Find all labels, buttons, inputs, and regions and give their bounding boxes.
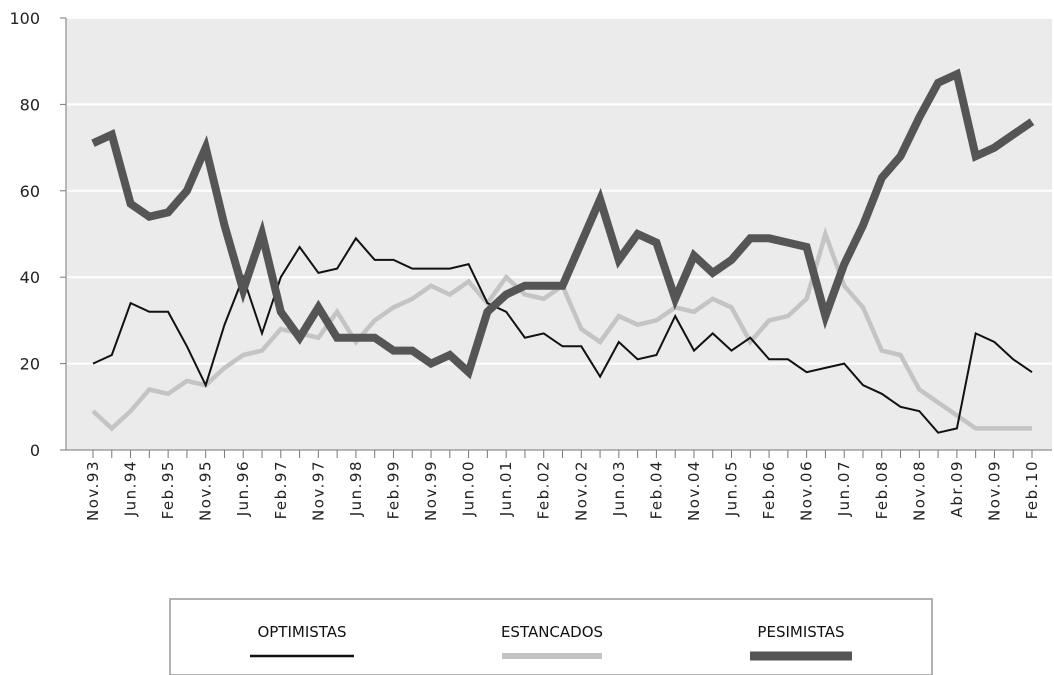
x-tick-label: Jun.96 — [234, 460, 252, 517]
x-tick-label: Feb.97 — [272, 460, 290, 519]
x-tick-label: Nov.04 — [685, 460, 703, 521]
y-tick-label: 80 — [20, 95, 40, 114]
x-tick-label: Feb.95 — [159, 460, 177, 519]
plot-area — [66, 18, 1052, 450]
x-tick-label: Feb.99 — [384, 460, 402, 519]
y-tick-label: 20 — [20, 355, 40, 374]
legend-box — [169, 598, 933, 675]
x-tick-label: Feb.08 — [873, 460, 891, 519]
x-tick-label: Jun.94 — [122, 460, 140, 517]
x-tick-label: Nov.97 — [309, 460, 327, 521]
series-line-optimistas — [92, 236, 1033, 434]
axes: 0 20 40 60 80 100 Nov.93 Jun.94 Feb.95 Nov.95 Jun.… — [9, 9, 1052, 521]
legend-label-optimistas: OPTIMISTAS — [257, 623, 346, 641]
legend-label-estancados: ESTANCADOS — [501, 623, 603, 641]
legend: OPTIMISTAS ESTANCADOS PESIMISTAS — [169, 598, 933, 675]
y-tick-label: 100 — [9, 9, 40, 28]
series-line-pesimistas — [91, 68, 1035, 380]
x-tick-label: Feb.10 — [1023, 460, 1041, 519]
x-tick-label: Feb.02 — [535, 460, 553, 519]
x-tick-label: Nov.08 — [910, 460, 928, 521]
series-layer — [91, 68, 1035, 434]
x-tick-label: Jun.01 — [497, 460, 515, 517]
x-tick-label: Nov.09 — [985, 460, 1003, 521]
y-tick-label: 60 — [20, 182, 40, 201]
y-tick-label: 40 — [20, 268, 40, 287]
x-tick-label: Nov.93 — [84, 460, 102, 521]
x-tick-label: Jun.00 — [460, 460, 478, 517]
x-tick-label: Abr.09 — [948, 460, 966, 517]
grid-lines — [66, 17, 1052, 365]
x-tick-label: Feb.06 — [760, 460, 778, 519]
x-tick-label: Nov.06 — [798, 460, 816, 521]
x-tick-label: Nov.99 — [422, 460, 440, 521]
x-tick-label: Jun.07 — [835, 460, 853, 517]
y-tick-label: 0 — [30, 441, 40, 460]
x-tick-label: Nov.02 — [572, 460, 590, 521]
legend-label-pesimistas: PESIMISTAS — [757, 623, 844, 641]
x-tick-label: Jun.05 — [723, 460, 741, 517]
x-tick-label: Nov.95 — [197, 460, 215, 521]
x-tick-label: Jun.98 — [347, 460, 365, 517]
x-tick-label: Feb.04 — [647, 460, 665, 519]
x-tick-label: Jun.03 — [610, 460, 628, 517]
